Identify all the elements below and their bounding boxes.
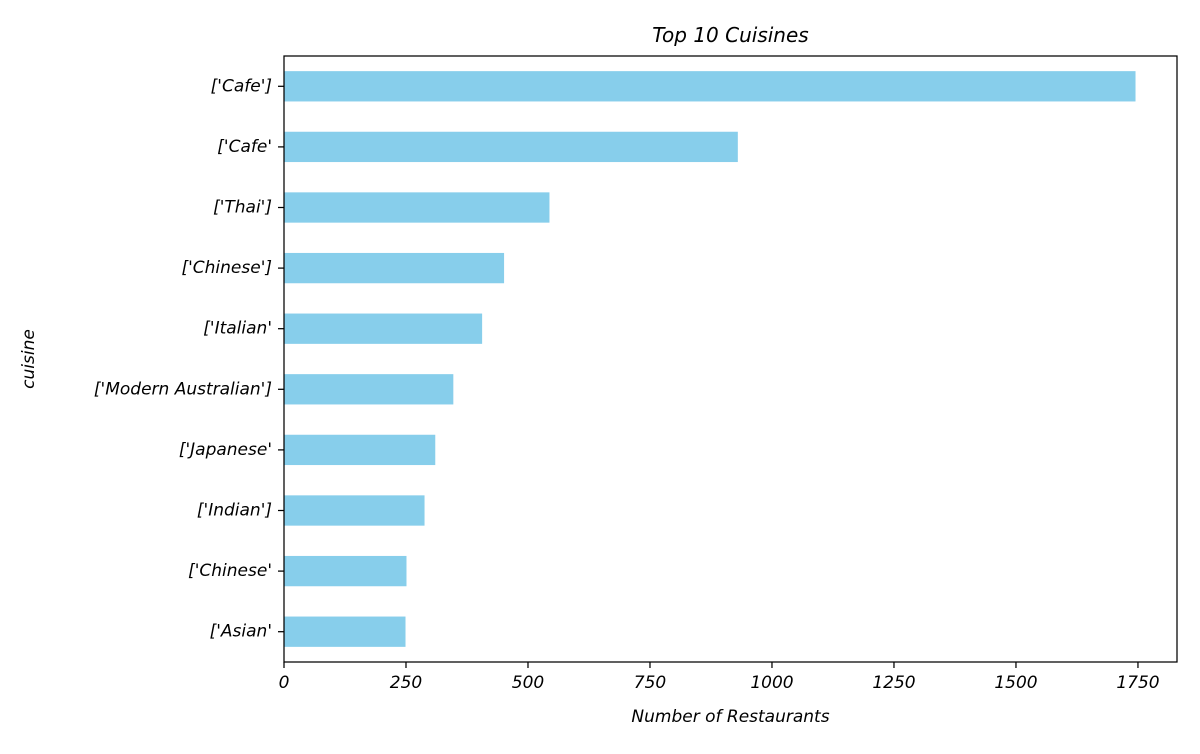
x-tick-label: 750 (634, 673, 666, 693)
y-tick-label: ['Cafe' (217, 137, 272, 157)
bar (284, 71, 1136, 102)
bar (284, 192, 550, 223)
bar (284, 495, 425, 526)
y-tick-label: ['Italian' (203, 319, 272, 339)
bar (284, 374, 454, 405)
x-tick-label: 1500 (994, 673, 1037, 693)
bar (284, 616, 406, 647)
y-tick-label: ['Cafe'] (211, 76, 272, 96)
y-axis-ticks: ['Cafe'] ['Cafe' ['Thai'] ['Chinese'] ['Ital… (94, 76, 284, 642)
plot-frame (283, 55, 1178, 663)
y-tick-label: ['Chinese' (188, 561, 272, 581)
x-tick-label: 1000 (750, 673, 793, 693)
bar (284, 252, 505, 284)
bar (284, 434, 436, 466)
y-tick-label: ['Thai'] (213, 198, 272, 218)
y-tick-label: ['Modern Australian'] (94, 379, 272, 399)
x-axis-title: Number of Restaurants (631, 707, 829, 727)
y-axis-title: cuisine (19, 329, 39, 389)
bar (284, 313, 483, 344)
y-tick-label: ['Japanese' (179, 440, 272, 460)
chart-title: Top 10 Cuisines (652, 23, 808, 47)
y-tick-label: ['Asian' (210, 622, 272, 642)
bar (284, 131, 738, 163)
x-tick-label: 500 (512, 673, 544, 693)
x-axis-ticks: 0 250 500 750 1000 1250 1500 1750 (279, 662, 1160, 693)
y-tick-label: ['Indian'] (197, 501, 272, 521)
bar (284, 555, 407, 587)
x-tick-label: 1750 (1116, 673, 1159, 693)
x-tick-label: 1250 (872, 673, 915, 693)
x-tick-label: 0 (279, 673, 290, 693)
bars-layer (284, 71, 1136, 647)
y-tick-label: ['Chinese'] (181, 258, 272, 278)
x-tick-label: 250 (390, 673, 422, 693)
